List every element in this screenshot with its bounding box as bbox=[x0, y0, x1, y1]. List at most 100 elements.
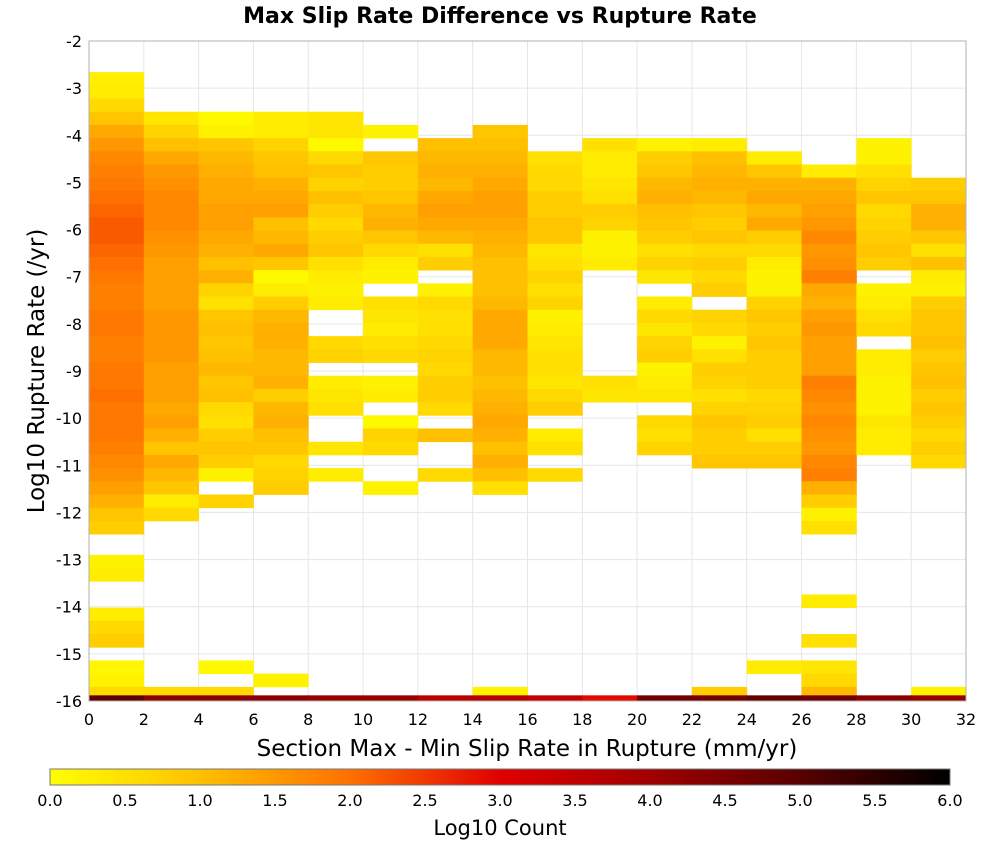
heatmap-cell bbox=[746, 164, 802, 179]
heatmap-cell bbox=[527, 204, 583, 218]
heatmap-cell bbox=[801, 164, 857, 179]
colorbar-tick-label: 4.5 bbox=[712, 791, 737, 810]
heatmap-cell bbox=[253, 270, 309, 284]
heatmap-cell bbox=[637, 695, 693, 701]
y-tick-label: -5 bbox=[66, 173, 82, 192]
heatmap-cell bbox=[637, 230, 693, 245]
heatmap-cell bbox=[198, 190, 254, 205]
heatmap-cell bbox=[856, 428, 912, 443]
heatmap-cell bbox=[911, 362, 967, 377]
heatmap-cell bbox=[582, 375, 638, 390]
heatmap-cell bbox=[308, 256, 364, 271]
heatmap-cell bbox=[89, 607, 145, 622]
heatmap-cell bbox=[363, 415, 419, 429]
heatmap-cell bbox=[143, 138, 200, 152]
heatmap-cell bbox=[582, 204, 638, 218]
plot-frame bbox=[88, 40, 967, 702]
heatmap-cell bbox=[801, 468, 857, 482]
heatmap-cell bbox=[856, 441, 912, 456]
heatmap-cell bbox=[89, 283, 145, 297]
heatmap-cell bbox=[253, 322, 309, 337]
heatmap-cell bbox=[527, 322, 583, 337]
heatmap-cell bbox=[89, 468, 145, 482]
heatmap-cell bbox=[363, 336, 419, 350]
heatmap-cell bbox=[691, 402, 748, 416]
heatmap-cell bbox=[198, 111, 254, 126]
heatmap-cell bbox=[89, 85, 145, 99]
heatmap-cell bbox=[89, 138, 145, 152]
heatmap-cell bbox=[363, 243, 419, 258]
heatmap-cell bbox=[637, 270, 693, 284]
heatmap-cell bbox=[582, 388, 638, 403]
heatmap-cell bbox=[582, 243, 638, 258]
heatmap-cell bbox=[472, 481, 528, 495]
heatmap-cell bbox=[637, 138, 693, 152]
heatmap-cell bbox=[89, 620, 145, 635]
heatmap-cell bbox=[417, 309, 474, 324]
y-tick-label: -9 bbox=[66, 362, 82, 381]
heatmap-cell bbox=[253, 283, 309, 297]
heatmap-cell bbox=[691, 349, 748, 363]
heatmap-cell bbox=[363, 164, 419, 179]
heatmap-cell bbox=[198, 309, 254, 324]
heatmap-cell bbox=[89, 695, 145, 701]
heatmap-cell bbox=[198, 336, 254, 350]
y-tick-labels: -2 -3 -4 -5 -6 -7 -8 -9 -10 -11 -12 -13 -14 -15 -16 bbox=[56, 32, 82, 711]
heatmap-cell bbox=[637, 217, 693, 231]
heatmap-cell bbox=[143, 164, 200, 179]
heatmap-cell bbox=[746, 309, 802, 324]
heatmap-cell bbox=[89, 388, 145, 403]
heatmap-cell bbox=[198, 283, 254, 297]
heatmap-cell bbox=[308, 296, 364, 311]
heatmap-cell bbox=[89, 151, 145, 165]
heatmap-cell bbox=[801, 415, 857, 429]
heatmap-cell bbox=[911, 256, 967, 271]
heatmap-cell bbox=[856, 375, 912, 390]
heatmap-cell bbox=[253, 441, 309, 456]
heatmap-cell bbox=[198, 164, 254, 179]
heatmap-cell bbox=[89, 72, 145, 86]
heatmap-cell bbox=[637, 243, 693, 258]
heatmap-cell bbox=[691, 270, 748, 284]
heatmap-cell bbox=[363, 481, 419, 495]
heatmap-cell bbox=[89, 402, 145, 416]
heatmap-cell bbox=[746, 441, 802, 456]
heatmap-cell bbox=[253, 428, 309, 443]
heatmap-cell bbox=[911, 375, 967, 390]
heatmap-cell bbox=[363, 151, 419, 165]
heatmap-cell bbox=[198, 695, 254, 701]
heatmap-cell bbox=[417, 388, 474, 403]
heatmap-cell bbox=[911, 428, 967, 443]
heatmap-cell bbox=[89, 520, 145, 535]
heatmap-cell bbox=[89, 441, 145, 456]
heatmap-cell bbox=[89, 375, 145, 390]
heatmap-cell bbox=[801, 230, 857, 245]
heatmap-cell bbox=[89, 177, 145, 192]
heatmap-cell bbox=[308, 695, 364, 701]
heatmap-cell bbox=[253, 177, 309, 192]
heatmap-cell bbox=[143, 177, 200, 192]
heatmap-cell bbox=[856, 309, 912, 324]
heatmap-cell bbox=[856, 349, 912, 363]
heatmap-cell bbox=[308, 270, 364, 284]
colorbar-tick-label: 3.5 bbox=[562, 791, 587, 810]
y-tick-label: -16 bbox=[56, 692, 82, 711]
heatmap-cell bbox=[637, 322, 693, 337]
heatmap-cell bbox=[198, 375, 254, 390]
heatmap-cell bbox=[253, 388, 309, 403]
heatmap-cell bbox=[143, 283, 200, 297]
y-tick-label: -4 bbox=[66, 126, 82, 145]
heatmap-cell bbox=[417, 151, 474, 165]
heatmap-cell bbox=[89, 270, 145, 284]
heatmap-cell bbox=[691, 151, 748, 165]
heatmap-cell bbox=[637, 441, 693, 456]
heatmap-cell bbox=[143, 111, 200, 126]
heatmap-cell bbox=[89, 336, 145, 350]
heatmap-cell bbox=[363, 270, 419, 284]
heatmap-cell bbox=[691, 230, 748, 245]
heatmap-cell bbox=[417, 243, 474, 258]
heatmap-cell bbox=[363, 695, 419, 701]
heatmap-cells bbox=[89, 72, 967, 701]
heatmap-cell bbox=[253, 124, 309, 139]
heatmap-cell bbox=[527, 270, 583, 284]
